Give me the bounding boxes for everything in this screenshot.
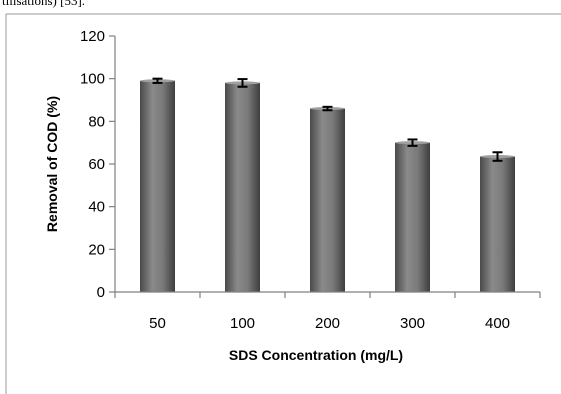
y-tick-label: 100 (80, 71, 105, 88)
y-tick-label: 40 (88, 199, 105, 216)
y-axis-title: Removal of COD (%) (44, 96, 60, 232)
y-tick-label: 20 (88, 241, 105, 258)
x-tick-label: 100 (230, 315, 255, 332)
y-tick-label: 80 (88, 113, 105, 130)
x-tick-label: 50 (149, 315, 166, 332)
x-tick-label: 300 (400, 315, 425, 332)
y-axis: 0 20 40 60 80 100 120 (80, 28, 116, 301)
y-tick-label: 0 (97, 284, 105, 301)
y-tick-label: 120 (80, 28, 105, 45)
page-text-fragment: tilisations) [53]. (2, 0, 86, 8)
bar (395, 142, 430, 292)
bar (140, 80, 175, 292)
x-tick-label: 400 (485, 315, 510, 332)
bar (225, 82, 260, 292)
bar (480, 156, 515, 292)
x-tick-label: 200 (315, 315, 340, 332)
x-axis-title: SDS Concentration (mg/L) (229, 347, 403, 363)
plot-area (140, 77, 515, 293)
bar (310, 108, 345, 293)
y-tick-label: 60 (88, 156, 105, 173)
x-axis: 50 100 200 300 400 (114, 291, 541, 332)
